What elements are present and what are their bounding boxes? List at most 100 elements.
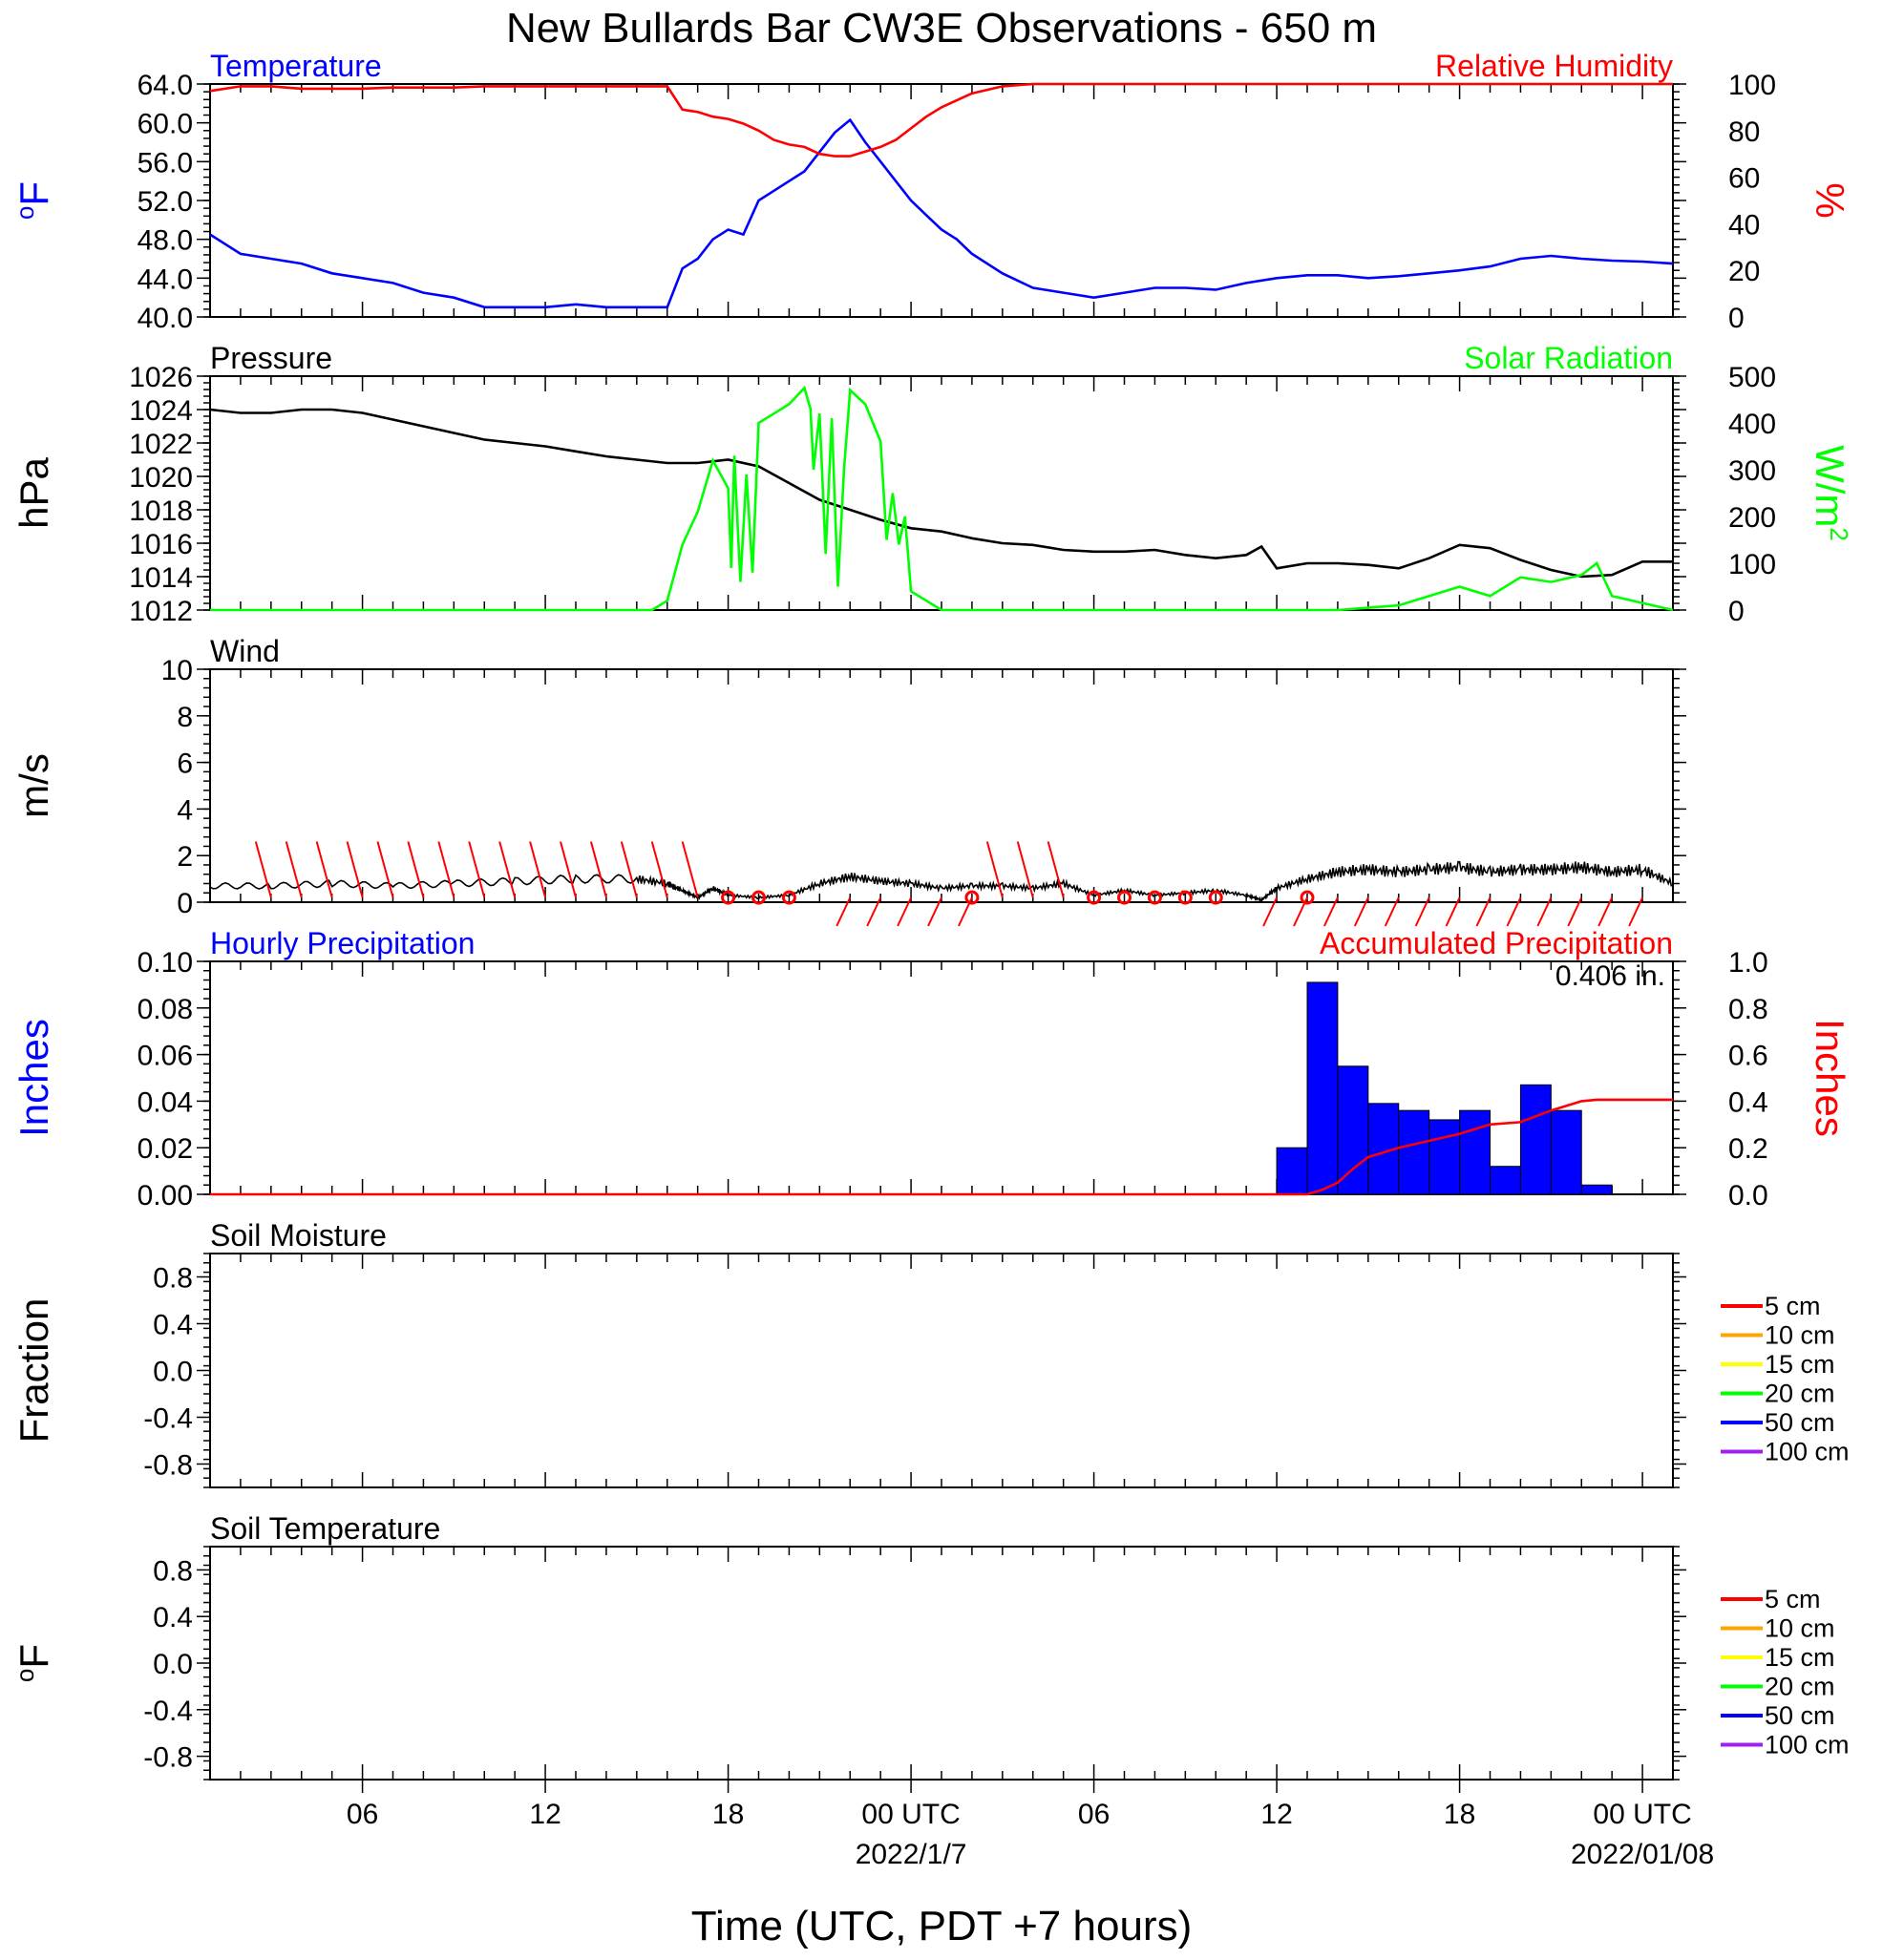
series-line-temperature <box>209 117 1674 309</box>
unit-label-left: Fraction <box>11 1298 56 1444</box>
y-tick-label-left: 8 <box>177 702 193 733</box>
unit-label-left: hPa <box>11 456 56 528</box>
panels-group: 40.044.048.052.056.060.064.0020406080100… <box>11 49 1853 1870</box>
y-tick-label-right: 0.6 <box>1728 1041 1768 1072</box>
y-tick-label-right: 1.0 <box>1728 947 1768 979</box>
panel-precip: 0.00 0.02 0.04 0.06 0.08 0.10 0.0 0.2 0.4 0.6 0.8 1… <box>11 926 1852 1212</box>
panel-title-right: Solar Radiation <box>1464 341 1673 375</box>
y-tick-label-right: 500 <box>1728 362 1776 393</box>
y-tick-label-right: 80 <box>1728 116 1760 148</box>
y-tick-label-left: -0.4 <box>143 1696 193 1727</box>
y-tick-label-left: 0.10 <box>138 947 193 979</box>
panel-title-right: Relative Humidity <box>1435 49 1673 83</box>
x-tick-label: 12 <box>529 1799 561 1830</box>
precip-bar <box>1550 1109 1582 1195</box>
y-tick-label-left: 0.06 <box>138 1041 193 1072</box>
precip-bar <box>1306 981 1339 1195</box>
y-tick-label-left: 1016 <box>129 529 193 560</box>
wind-barb <box>1047 841 1065 898</box>
wind-barb <box>1567 896 1583 927</box>
y-tick-label-right: 300 <box>1728 455 1776 487</box>
wind-barb <box>1506 896 1522 927</box>
legend-label: 20 cm <box>1765 1380 1835 1408</box>
x-axis-label: Time (UTC, PDT +7 hours) <box>691 1903 1192 1949</box>
y-tick-label-left: 1018 <box>129 495 193 527</box>
y-tick-label-left: 1024 <box>129 395 193 427</box>
wind-barb <box>681 841 699 898</box>
y-tick-label-left: 0.04 <box>138 1086 193 1118</box>
panel-wind: 0 2 4 6 8 10 Wind m/s <box>11 634 1686 927</box>
wind-barb <box>468 841 486 898</box>
y-tick-label-left: 1014 <box>129 562 193 594</box>
wind-calm-marker <box>721 890 736 905</box>
wind-barb <box>1414 896 1430 927</box>
wind-barb <box>985 841 1004 898</box>
y-tick-label-right: 200 <box>1728 502 1776 534</box>
y-tick-label-left: -0.8 <box>143 1742 193 1774</box>
x-date-label: 2022/01/08 <box>1571 1839 1714 1870</box>
y-tick-label-left: 0.00 <box>138 1180 193 1212</box>
x-tick-label: 18 <box>1444 1799 1475 1830</box>
y-tick-label-left: 0.0 <box>153 1649 193 1680</box>
y-tick-label-left: 44.0 <box>138 263 193 295</box>
y-tick-label-right: 20 <box>1728 256 1760 287</box>
wind-barb <box>1353 896 1369 927</box>
wind-calm-marker <box>1300 890 1315 905</box>
y-tick-label-right: 100 <box>1728 549 1776 580</box>
precip-bar <box>1276 1147 1308 1195</box>
y-tick-label-right: 100 <box>1728 70 1776 101</box>
y-tick-label-left: 48.0 <box>138 225 193 257</box>
series-line-relative-humidity <box>209 82 1673 158</box>
panel-frame <box>209 1253 1674 1488</box>
series-line-wind <box>209 860 1673 902</box>
unit-label-left: oF <box>11 1644 56 1682</box>
wind-barb <box>1475 896 1492 927</box>
wind-barb <box>376 841 394 898</box>
wind-barb <box>560 841 577 898</box>
unit-label-right: % <box>1808 182 1852 218</box>
series-line-pressure <box>209 408 1673 579</box>
wind-barb <box>836 896 852 927</box>
y-tick-label-left: 0.8 <box>153 1263 193 1295</box>
wind-barb <box>589 841 607 898</box>
y-tick-label-left: 0.02 <box>138 1133 193 1165</box>
wind-barb <box>498 841 517 898</box>
unit-label-left: m/s <box>11 753 56 818</box>
legend-label: 5 cm <box>1765 1292 1821 1320</box>
y-tick-label-left: 6 <box>177 748 193 780</box>
series-line-accumulated-precipitation <box>210 1098 1673 1196</box>
legend-label: 5 cm <box>1765 1585 1821 1613</box>
legend-label: 20 cm <box>1765 1673 1835 1701</box>
y-tick-label-left: 0.4 <box>153 1602 193 1633</box>
x-tick-label: 18 <box>712 1799 744 1830</box>
panel-frame <box>209 1546 1674 1781</box>
x-tick-label: 06 <box>347 1799 378 1830</box>
panel-title-left: Soil Temperature <box>210 1511 440 1546</box>
series-line-solar-radiation <box>210 385 1674 612</box>
legend-label: 100 cm <box>1765 1731 1850 1760</box>
panel-title-right: Accumulated Precipitation <box>1320 926 1673 960</box>
y-tick-label-right: 0.8 <box>1728 994 1768 1025</box>
wind-barb <box>529 841 547 898</box>
y-tick-label-right: 0 <box>1728 596 1745 627</box>
legend-label: 15 cm <box>1765 1643 1835 1672</box>
y-tick-label-right: 0 <box>1728 303 1745 334</box>
wind-calm-marker <box>1208 890 1223 905</box>
x-tick-label: 06 <box>1078 1799 1110 1830</box>
y-tick-label-left: 0.08 <box>138 994 193 1025</box>
y-tick-label-left: 64.0 <box>138 70 193 101</box>
x-tick-label: 12 <box>1260 1799 1292 1830</box>
wind-calm-marker <box>1087 890 1102 905</box>
panel-soil_moist: -0.8 -0.4 0.0 0.4 0.8 Soil Moisture Fraction 5 … <box>11 1218 1850 1488</box>
precip-bar <box>1490 1166 1521 1195</box>
wind-calm-marker <box>1177 890 1193 905</box>
y-tick-label-left: -0.4 <box>143 1403 193 1435</box>
wind-barb <box>650 841 668 898</box>
y-tick-label-right: 0.4 <box>1728 1086 1768 1118</box>
y-tick-label-left: 60.0 <box>138 109 193 140</box>
wind-barb <box>866 896 882 927</box>
precip-bar <box>1459 1109 1492 1195</box>
y-tick-label-right: 400 <box>1728 409 1776 440</box>
